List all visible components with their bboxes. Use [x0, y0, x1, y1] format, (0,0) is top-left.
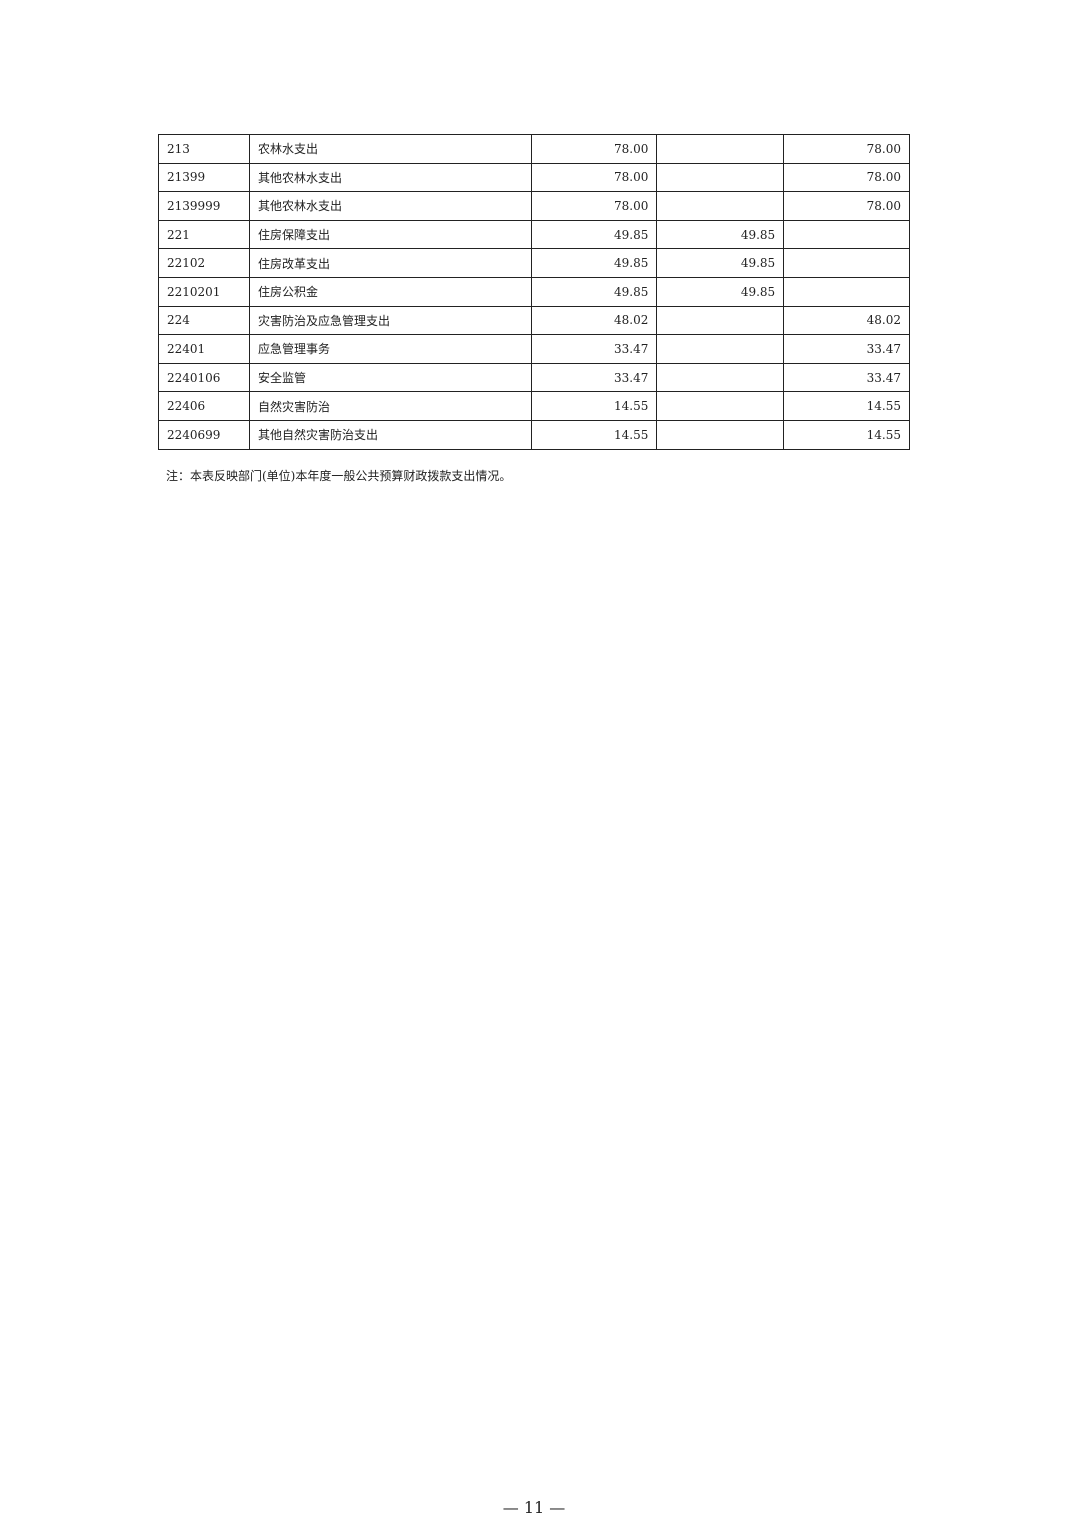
cell-total: 49.85 — [530, 219, 658, 250]
cell-project: 14.55 — [783, 419, 910, 450]
cell-project: 33.47 — [783, 334, 910, 364]
cell-name: 其他自然灾害防治支出 — [248, 419, 532, 450]
cell-total: 48.02 — [530, 305, 658, 336]
cell-basic — [656, 334, 785, 364]
cell-basic — [656, 162, 785, 193]
cell-total: 14.55 — [530, 391, 658, 421]
cell-project: 78.00 — [783, 134, 910, 164]
cell-basic — [656, 305, 785, 336]
cell-name: 农林水支出 — [248, 134, 532, 164]
table-row: 221 住房保障支出 49.85 49.85 — [158, 219, 910, 250]
cell-total: 33.47 — [530, 334, 658, 364]
cell-code: 2240106 — [158, 362, 250, 393]
cell-code: 224 — [158, 305, 250, 336]
cell-code: 21399 — [158, 162, 250, 193]
cell-name: 住房公积金 — [248, 276, 532, 307]
cell-name: 其他农林水支出 — [248, 191, 532, 221]
cell-total: 49.85 — [530, 276, 658, 307]
cell-code: 2139999 — [158, 191, 250, 221]
table-row: 22406 自然灾害防治 14.55 14.55 — [158, 391, 910, 421]
cell-basic — [656, 191, 785, 221]
page-number: — 11 — — [502, 1498, 566, 1517]
table-row: 213 农林水支出 78.00 78.00 — [158, 134, 910, 164]
cell-project — [783, 219, 910, 250]
cell-code: 2240699 — [158, 419, 250, 450]
table-row: 224 灾害防治及应急管理支出 48.02 48.02 — [158, 305, 910, 336]
cell-name: 住房保障支出 — [248, 219, 532, 250]
cell-total: 78.00 — [530, 134, 658, 164]
cell-code: 22406 — [158, 391, 250, 421]
cell-total: 33.47 — [530, 362, 658, 393]
table-row: 2240106 安全监管 33.47 33.47 — [158, 362, 910, 393]
cell-project: 48.02 — [783, 305, 910, 336]
cell-basic — [656, 134, 785, 164]
cell-name: 安全监管 — [248, 362, 532, 393]
table-row: 21399 其他农林水支出 78.00 78.00 — [158, 162, 910, 193]
cell-project — [783, 248, 910, 278]
cell-project: 78.00 — [783, 162, 910, 193]
cell-basic — [656, 391, 785, 421]
cell-code: 22102 — [158, 248, 250, 278]
table-row: 2240699 其他自然灾害防治支出 14.55 14.55 — [158, 419, 910, 450]
cell-project: 14.55 — [783, 391, 910, 421]
cell-name: 其他农林水支出 — [248, 162, 532, 193]
cell-code: 221 — [158, 219, 250, 250]
table-row: 2210201 住房公积金 49.85 49.85 — [158, 276, 910, 307]
cell-code: 2210201 — [158, 276, 250, 307]
cell-name: 住房改革支出 — [248, 248, 532, 278]
cell-basic — [656, 419, 785, 450]
cell-total: 78.00 — [530, 191, 658, 221]
cell-name: 应急管理事务 — [248, 334, 532, 364]
cell-total: 14.55 — [530, 419, 658, 450]
cell-total: 78.00 — [530, 162, 658, 193]
budget-table: 213 农林水支出 78.00 78.00 21399 其他农林水支出 78.00 78.00… — [158, 134, 910, 450]
cell-code: 213 — [158, 134, 250, 164]
cell-total: 49.85 — [530, 248, 658, 278]
cell-project: 33.47 — [783, 362, 910, 393]
cell-project — [783, 276, 910, 307]
cell-basic: 49.85 — [656, 276, 785, 307]
table-row: 22102 住房改革支出 49.85 49.85 — [158, 248, 910, 278]
cell-code: 22401 — [158, 334, 250, 364]
cell-basic: 49.85 — [656, 248, 785, 278]
cell-basic: 49.85 — [656, 219, 785, 250]
table-note: 注：本表反映部门(单位)本年度一般公共预算财政拨款支出情况。 — [166, 469, 512, 483]
cell-name: 灾害防治及应急管理支出 — [248, 305, 532, 336]
table-row: 22401 应急管理事务 33.47 33.47 — [158, 334, 910, 364]
cell-name: 自然灾害防治 — [248, 391, 532, 421]
table-row: 2139999 其他农林水支出 78.00 78.00 — [158, 191, 910, 221]
cell-project: 78.00 — [783, 191, 910, 221]
cell-basic — [656, 362, 785, 393]
